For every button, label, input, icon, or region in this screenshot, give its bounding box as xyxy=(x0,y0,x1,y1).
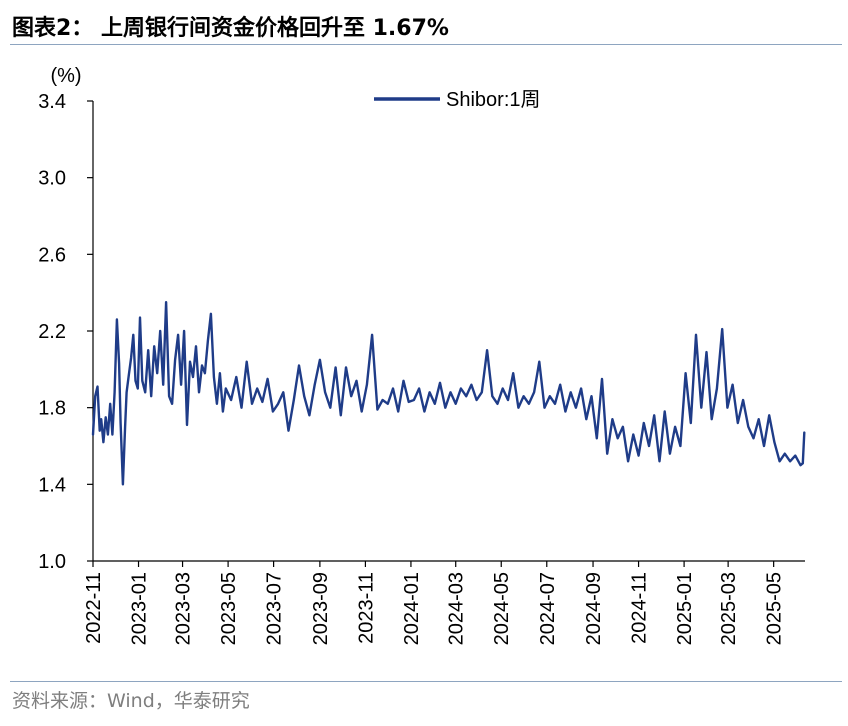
y-tick-label: 2.6 xyxy=(38,244,66,266)
x-tick-label: 2023-09 xyxy=(310,572,332,645)
x-tick-label: 2023-07 xyxy=(264,572,286,645)
legend: Shibor:1周 xyxy=(374,89,541,111)
top-divider xyxy=(10,44,842,45)
y-tick-label: 1.0 xyxy=(38,551,66,573)
x-tick-label: 2024-11 xyxy=(629,572,651,644)
x-tick-label: 2024-03 xyxy=(446,572,468,645)
x-tick-label: 2024-07 xyxy=(537,572,559,645)
legend-label-shibor: Shibor:1周 xyxy=(446,89,541,111)
x-tick-label: 2023-11 xyxy=(355,572,377,644)
series-line-shibor xyxy=(91,301,806,486)
y-tick-label: 2.2 xyxy=(38,321,66,343)
x-tick-label: 2023-01 xyxy=(129,572,151,645)
x-tick-label: 2023-03 xyxy=(173,572,195,645)
figure-title: 图表2： 上周银行间资金价格回升至 1.67% xyxy=(12,16,449,41)
plot-area xyxy=(91,301,806,486)
y-tick-label: 3.4 xyxy=(38,91,66,113)
axes: 1.0 1.4 1.8 2.2 2.6 3.0 3.4 (%) 2022-11 2023-01 20… xyxy=(38,65,805,645)
x-tick-label: 2023-05 xyxy=(218,572,240,645)
y-tick-label: 3.0 xyxy=(38,168,66,190)
x-tick-label: 2025-05 xyxy=(764,572,786,645)
x-tick-label: 2025-03 xyxy=(718,572,740,645)
x-tick-label: 2024-09 xyxy=(583,572,605,645)
bottom-divider xyxy=(10,681,842,682)
y-tick-label: 1.8 xyxy=(38,398,66,420)
x-tick-label: 2024-05 xyxy=(491,572,513,645)
line-chart: 1.0 1.4 1.8 2.2 2.6 3.0 3.4 (%) 2022-11 2023-01 20… xyxy=(38,65,806,645)
x-tick-label: 2022-11 xyxy=(83,572,105,644)
x-tick-label: 2024-01 xyxy=(401,572,423,645)
y-tick-label: 1.4 xyxy=(38,474,66,496)
y-axis-unit-label: (%) xyxy=(50,65,81,87)
x-tick-label: 2025-01 xyxy=(674,572,696,645)
source-note: 资料来源：Wind，华泰研究 xyxy=(12,690,250,712)
